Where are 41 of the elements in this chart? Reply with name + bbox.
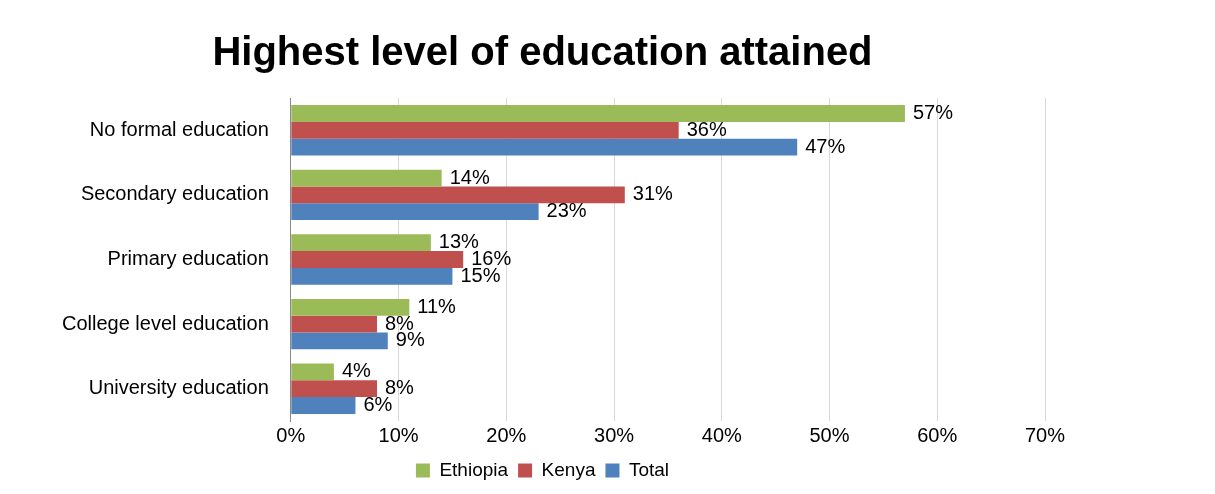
bar — [291, 105, 905, 122]
x-tick-label: 70% — [1024, 423, 1066, 446]
bar — [291, 315, 377, 333]
x-tick-label: 40% — [701, 423, 742, 446]
bar — [291, 121, 679, 139]
bar — [291, 397, 356, 414]
legend-label: Ethiopia — [439, 458, 509, 480]
y-tick-label: No formal education — [89, 117, 269, 140]
bar — [291, 186, 625, 204]
data-label: 47% — [805, 134, 846, 157]
y-tick-label: University education — [88, 376, 269, 399]
bar — [291, 169, 442, 187]
data-label: 14% — [449, 165, 490, 188]
bar — [291, 363, 334, 381]
bar — [291, 267, 453, 285]
bar — [291, 251, 464, 268]
y-tick-label: Secondary education — [80, 182, 269, 205]
y-tick-label: Primary education — [107, 247, 269, 270]
bar — [291, 298, 410, 316]
legend-label: Kenya — [541, 458, 596, 480]
data-label: 6% — [363, 393, 393, 416]
bar — [291, 332, 388, 350]
legend-label: Total — [628, 458, 670, 480]
x-tick-label: 10% — [378, 423, 419, 446]
data-label: 23% — [546, 199, 587, 222]
x-tick-label: 60% — [917, 423, 958, 446]
data-label: 4% — [341, 359, 372, 382]
x-tick-label: 50% — [809, 423, 850, 446]
y-tick-label: College level education — [61, 311, 269, 334]
data-label: 36% — [686, 117, 727, 140]
data-label: 57% — [912, 101, 954, 124]
bar — [291, 203, 539, 221]
x-tick-label: 0% — [276, 423, 306, 446]
bar — [291, 138, 798, 156]
chart-title: Highest level of education attained — [212, 29, 873, 74]
data-label: 31% — [632, 182, 674, 205]
data-label: 11% — [417, 294, 457, 317]
bar — [291, 234, 431, 252]
bar — [291, 380, 377, 398]
x-tick-label: 30% — [594, 423, 635, 446]
x-tick-label: 20% — [486, 423, 527, 446]
